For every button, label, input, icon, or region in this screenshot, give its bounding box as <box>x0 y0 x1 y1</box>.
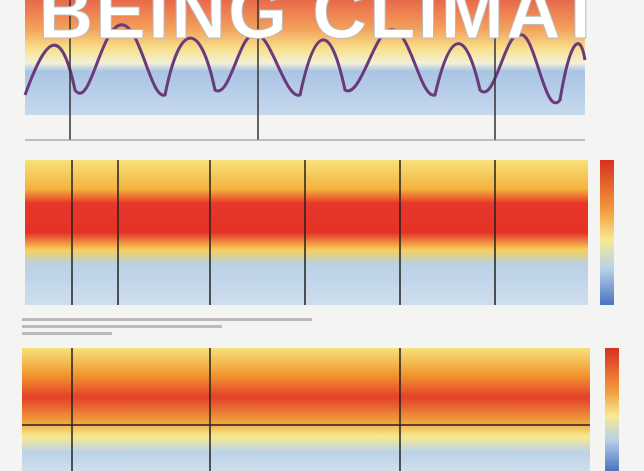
band-background <box>25 0 585 115</box>
heatmap <box>25 160 588 305</box>
dividers <box>22 348 590 471</box>
line-trace <box>23 23 587 105</box>
dividers <box>69 0 496 140</box>
colorbar <box>600 160 614 305</box>
dividers <box>71 160 496 305</box>
title: BEING CLIMAT <box>38 0 605 55</box>
caption <box>22 318 312 335</box>
colorbar <box>605 348 619 471</box>
heatmap <box>22 348 590 471</box>
